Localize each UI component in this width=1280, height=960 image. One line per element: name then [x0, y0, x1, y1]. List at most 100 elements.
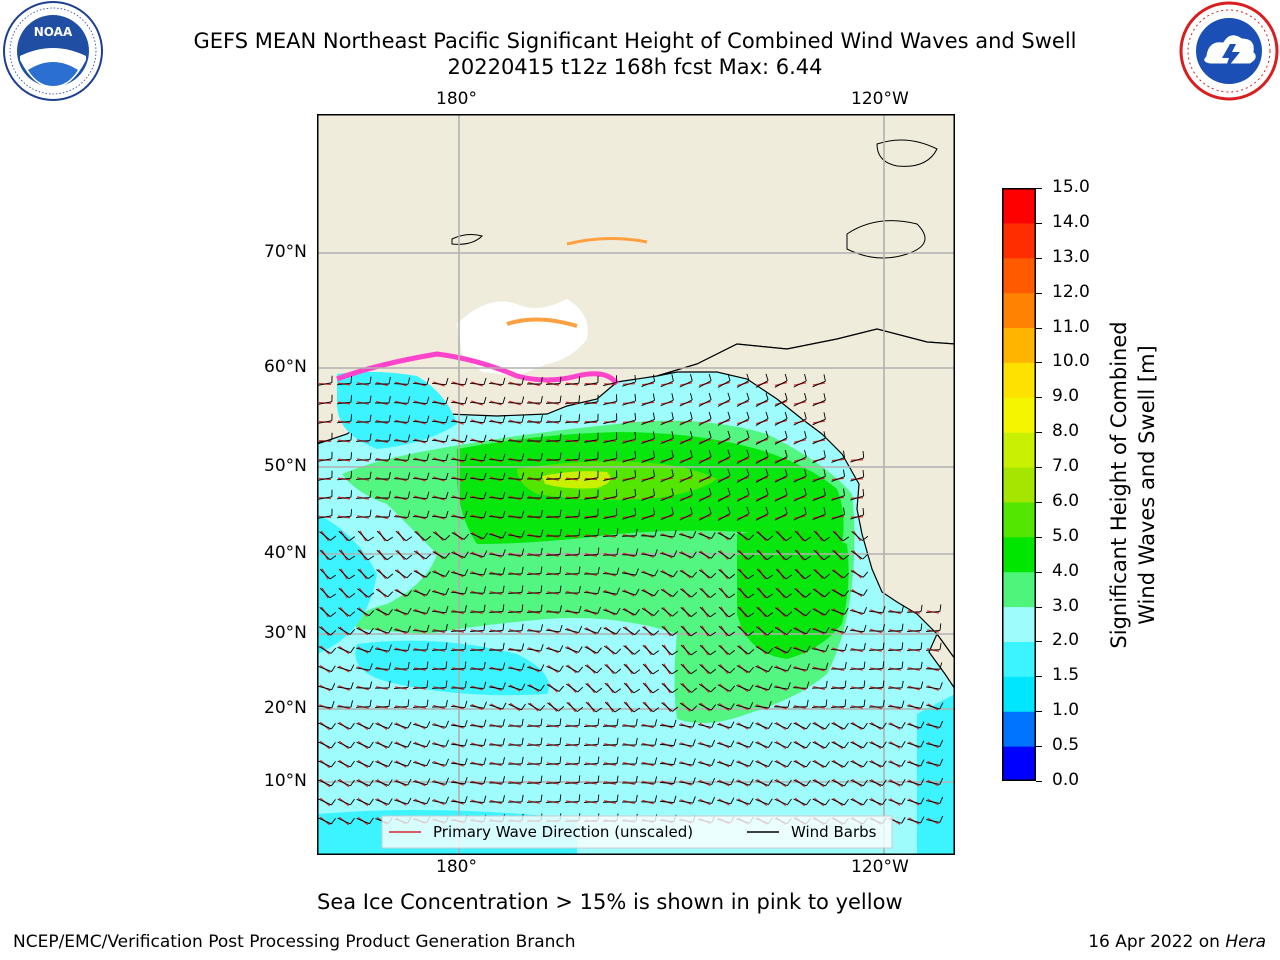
wind-barb-feather: [727, 411, 731, 419]
wind-barb-shaft: [641, 419, 655, 425]
wind-barb-shaft: [737, 645, 749, 655]
wind-barb-feather: [369, 509, 372, 517]
wind-barb-shaft: [869, 780, 883, 786]
wind-barb-feather: [388, 491, 391, 499]
wind-barb-feather: [464, 586, 468, 594]
wind-barb-shaft: [907, 723, 921, 729]
colorbar-tick-label: 10.0: [1052, 351, 1090, 372]
wind-barb-feather: [388, 510, 391, 518]
wind-barb-feather: [578, 625, 583, 633]
wind-barb-feather: [843, 469, 845, 477]
wind-barb-feather: [369, 817, 374, 824]
wind-barb-feather: [635, 548, 639, 556]
wind-barb-feather: [578, 586, 581, 594]
wind-barb-feather: [540, 604, 543, 612]
wind-barb-feather: [708, 468, 712, 476]
wind-barb-shaft: [394, 629, 408, 633]
wind-barb-shaft: [413, 780, 427, 786]
wind-barb-shaft: [906, 648, 922, 652]
wind-barb-feather: [728, 593, 736, 599]
wind-barb-feather: [483, 681, 487, 689]
colorbar-band: [1002, 571, 1036, 608]
wind-barb-feather: [426, 680, 429, 688]
wind-barb-shaft: [394, 723, 408, 729]
wind-barb-feather: [825, 680, 828, 688]
wind-barb-feather: [862, 535, 869, 541]
wind-barb-feather: [330, 761, 336, 768]
wind-barb-feather: [483, 795, 487, 803]
wind-barb-feather: [673, 719, 677, 727]
wind-barb-feather: [882, 798, 887, 805]
wind-barb-shaft: [583, 725, 599, 727]
wind-barb-shaft: [489, 533, 503, 539]
wind-barb-feather: [426, 491, 430, 499]
wind-barb-feather: [350, 682, 354, 690]
wind-barb-shaft: [357, 530, 369, 542]
wind-barb-feather: [804, 469, 807, 477]
wind-barb-feather: [464, 569, 469, 576]
wind-barb-shaft: [508, 667, 522, 671]
wind-barb-feather: [920, 721, 925, 729]
wind-barb-feather: [445, 377, 449, 385]
wind-barb-shaft: [412, 516, 428, 518]
wind-barb-shaft: [412, 440, 428, 442]
wind-barb-feather: [653, 610, 660, 616]
wind-barb-feather: [635, 775, 638, 783]
colorbar-tick-mark: [1036, 571, 1042, 573]
wind-barb-shaft: [736, 494, 750, 502]
wind-barb-feather: [578, 509, 581, 517]
wind-barb-feather: [708, 373, 712, 381]
wind-barb-shaft: [603, 476, 617, 482]
wind-barb-feather: [388, 472, 391, 480]
wind-barb-shaft: [376, 569, 388, 579]
wind-barb-feather: [369, 760, 374, 767]
wind-barb-feather: [939, 739, 944, 747]
wind-barb-feather: [690, 631, 698, 637]
colorbar-band: [1002, 362, 1036, 398]
wind-barb-shaft: [450, 515, 466, 519]
wind-barb-feather: [426, 453, 430, 461]
wind-barb-feather: [766, 593, 774, 599]
wind-barb-feather: [350, 452, 353, 460]
wind-barb-feather: [540, 547, 543, 555]
wind-barb-shaft: [356, 741, 370, 749]
wind-barb-feather: [844, 680, 847, 688]
wind-barb-feather: [521, 703, 526, 711]
wind-barb-feather: [823, 488, 826, 496]
wind-barb-feather: [521, 756, 524, 764]
wind-barb-shaft: [832, 530, 844, 542]
wind-barb-feather: [483, 642, 486, 650]
wind-barb-shaft: [660, 475, 674, 483]
wind-barb-feather: [368, 610, 375, 616]
wind-barb-shaft: [869, 799, 883, 805]
wind-barb-feather: [901, 741, 906, 748]
wind-barb-feather: [806, 760, 811, 768]
wind-barb-shaft: [680, 625, 692, 637]
wind-barb-shaft: [641, 514, 655, 520]
wind-barb-shaft: [812, 648, 826, 652]
wind-barb-shaft: [564, 515, 580, 519]
wind-barb-feather: [540, 434, 543, 442]
wind-barb-feather: [730, 778, 735, 786]
wind-barb-shaft: [774, 380, 788, 388]
wind-barb-shaft: [812, 779, 826, 787]
wind-barb-feather: [785, 574, 793, 580]
wind-barb-shaft: [717, 399, 731, 407]
wind-barb-feather: [521, 377, 525, 385]
wind-barb-feather: [367, 536, 375, 542]
wind-barb-feather: [445, 642, 448, 650]
wind-barb-feather: [862, 571, 869, 578]
wind-barb-shaft: [717, 532, 731, 540]
wind-barb-shaft: [545, 724, 561, 728]
wind-barb-feather: [806, 741, 811, 749]
wind-barb-feather: [349, 629, 356, 635]
wind-barb-feather: [521, 643, 525, 651]
wind-barb-shaft: [736, 437, 750, 445]
wind-barb-feather: [464, 472, 468, 480]
wind-barb-shaft: [661, 626, 673, 636]
wind-barb-shaft: [394, 609, 408, 615]
wave-zone-4-5m: [737, 530, 849, 659]
wind-barb-shaft: [623, 645, 635, 655]
wind-barb-feather: [939, 720, 944, 728]
wind-barb-shaft: [774, 456, 788, 464]
